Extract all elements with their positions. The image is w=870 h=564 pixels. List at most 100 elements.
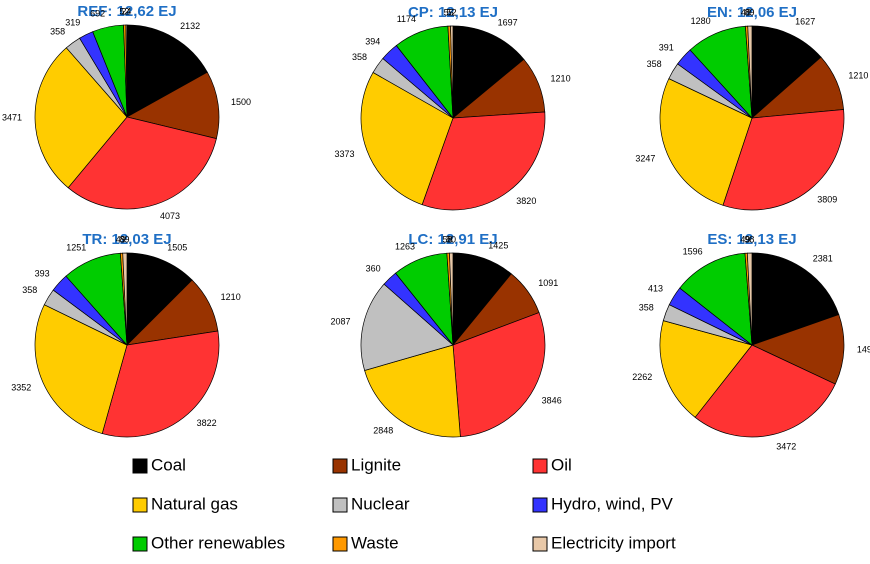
- pie-slice: [101, 330, 220, 438]
- data-label: 2262: [632, 372, 652, 382]
- data-label: 24: [121, 6, 131, 16]
- data-label: 49: [116, 235, 126, 245]
- legend-swatch: [132, 458, 148, 474]
- data-label: 1210: [848, 71, 868, 81]
- pie-slice: [122, 252, 128, 346]
- data-label: 1263: [395, 241, 415, 251]
- data-label: 1505: [167, 242, 187, 252]
- pie-slice: [659, 78, 753, 206]
- pie-slice: [67, 116, 217, 210]
- pie-slice: [746, 252, 753, 346]
- legend-swatch: [332, 458, 348, 474]
- data-label: 358: [352, 52, 367, 62]
- pie-slice: [126, 252, 193, 346]
- pie-slice: [360, 283, 454, 371]
- data-label: 98: [744, 234, 754, 244]
- data-label: 692: [90, 9, 105, 19]
- data-label: 48: [741, 8, 751, 18]
- pie-slice: [34, 47, 128, 189]
- chart-title: REF: 12,62 EJ: [77, 3, 176, 20]
- data-label: 1091: [538, 278, 558, 288]
- legend-swatch: [132, 536, 148, 552]
- data-label: 391: [659, 42, 674, 52]
- legend-label: Hydro, wind, PV: [551, 494, 674, 513]
- pie-slice: [450, 25, 454, 119]
- data-label: 4073: [160, 211, 180, 221]
- chart-title: TR: 12,03 EJ: [82, 231, 171, 248]
- data-label: 55: [444, 7, 454, 17]
- legend-label: Nuclear: [351, 494, 410, 513]
- data-label: 52: [447, 7, 457, 17]
- legend-label: Other renewables: [151, 533, 285, 552]
- pie-slice: [694, 344, 836, 438]
- data-label: 3846: [542, 396, 562, 406]
- data-label: 3822: [197, 418, 217, 428]
- pie-slice: [34, 304, 128, 435]
- pie-slice: [722, 109, 845, 211]
- legend-swatch: [532, 458, 548, 474]
- legend-label: Natural gas: [151, 494, 238, 513]
- pie-slice: [679, 252, 753, 346]
- pie-slice: [360, 71, 454, 206]
- data-label: 1251: [66, 243, 86, 253]
- pie-slice: [747, 25, 753, 119]
- data-label: 358: [22, 285, 37, 295]
- legend-label: Electricity import: [551, 533, 676, 552]
- legend-swatch: [132, 497, 148, 513]
- data-label: 360: [366, 263, 381, 273]
- data-label: 394: [365, 37, 380, 47]
- data-label: 1280: [691, 16, 711, 26]
- pie-slice: [751, 25, 822, 119]
- data-label: 89: [120, 234, 130, 244]
- legend-label: Oil: [551, 455, 572, 474]
- legend-swatch: [532, 497, 548, 513]
- data-label: 3809: [817, 195, 837, 205]
- pie-slice: [126, 71, 220, 140]
- data-label: 319: [65, 17, 80, 27]
- pie-slice: [126, 24, 208, 118]
- data-label: 2132: [180, 21, 200, 31]
- chart-title: CP: 12,13 EJ: [408, 4, 498, 21]
- data-label: 1627: [795, 17, 815, 27]
- pie-slice: [125, 24, 128, 118]
- legend-swatch: [532, 536, 548, 552]
- data-label: 1697: [498, 17, 518, 27]
- data-label: 358: [50, 27, 65, 37]
- data-label: 1210: [551, 74, 571, 84]
- data-label: 58: [442, 235, 452, 245]
- data-label: 413: [648, 284, 663, 294]
- data-label: 3471: [2, 113, 22, 123]
- data-label: 3373: [335, 149, 355, 159]
- data-label: 80: [446, 234, 456, 244]
- data-label: 2848: [373, 426, 393, 436]
- data-label: 393: [35, 268, 50, 278]
- data-label: 1425: [488, 240, 508, 250]
- data-label: 1497: [857, 345, 870, 355]
- chart-title: EN: 12,06 EJ: [707, 4, 797, 21]
- data-label: 3247: [635, 154, 655, 164]
- chart-title: LC: 12,91 EJ: [408, 231, 497, 248]
- legend-label: Waste: [351, 533, 399, 552]
- data-label: 1596: [683, 247, 703, 257]
- data-label: 2381: [813, 254, 833, 264]
- data-label: 49: [740, 235, 750, 245]
- chart-title: ES: 12,13 EJ: [707, 231, 796, 248]
- data-label: 1174: [397, 14, 416, 24]
- pie-slice: [364, 344, 461, 438]
- data-label: 358: [639, 302, 654, 312]
- pie-slice: [449, 252, 454, 346]
- pie-slice: [452, 25, 525, 119]
- data-label: 3352: [11, 382, 31, 392]
- data-label: 358: [647, 59, 662, 69]
- data-label: 89: [745, 7, 755, 17]
- pie-slice: [452, 312, 546, 438]
- legend-swatch: [332, 536, 348, 552]
- data-label: 2087: [331, 316, 351, 326]
- data-label: 3472: [776, 442, 796, 452]
- pie-slice: [659, 320, 753, 418]
- pie-slice: [421, 111, 546, 211]
- data-label: 1500: [231, 97, 251, 107]
- data-label: 3820: [516, 196, 536, 206]
- pie-slice: [751, 314, 845, 385]
